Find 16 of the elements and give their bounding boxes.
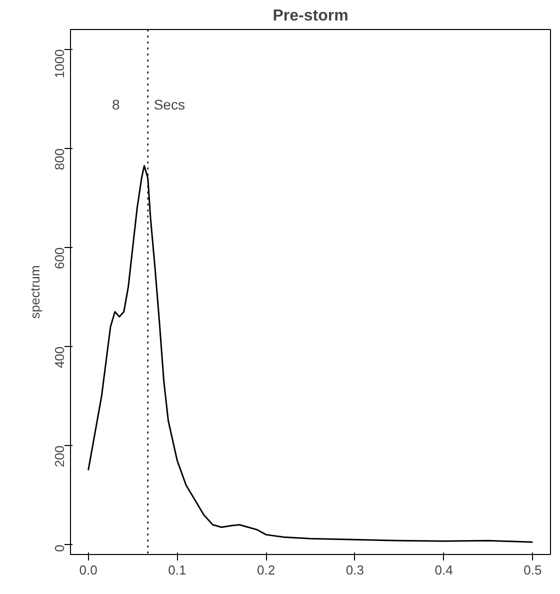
chart-title: Pre-storm: [272, 8, 348, 24]
y-tick-label: 200: [52, 446, 67, 468]
x-tick-label: 0.0: [79, 562, 98, 578]
x-tick-label: 0.3: [346, 562, 364, 578]
y-axis-title: spectrum: [28, 265, 42, 319]
y-tick-label: 1000: [52, 49, 67, 78]
y-tick-label: 400: [52, 346, 67, 368]
x-tick-label: 0.1: [168, 562, 186, 578]
annotation: Secs: [154, 96, 185, 112]
annotation: 8: [112, 96, 120, 112]
y-tick-label: 0: [52, 544, 67, 552]
x-tick-label: 0.2: [257, 562, 276, 578]
y-tick-label: 600: [52, 247, 67, 270]
x-tick-label: 0.5: [524, 562, 542, 578]
y-tick-label: 800: [52, 148, 67, 170]
x-tick-label: 0.4: [434, 562, 453, 578]
